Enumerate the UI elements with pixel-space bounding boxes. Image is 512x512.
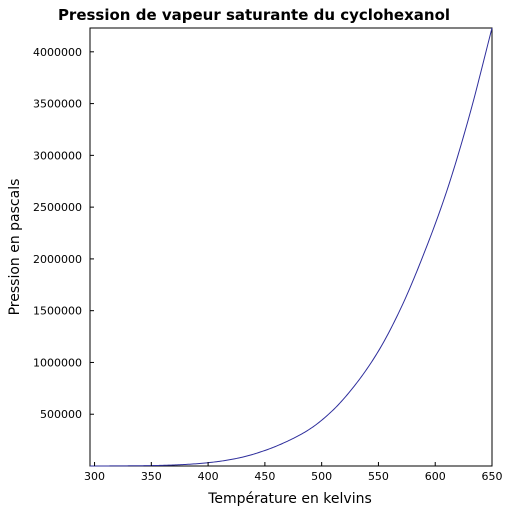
x-axis: 300 350 400 450 500 550 600 650 [84,462,503,483]
x-axis-label: Température en kelvins [207,491,372,507]
plot-frame [89,27,493,467]
y-tick-label: 1500000 [33,305,82,318]
y-tick-label: 500000 [40,408,82,421]
chart-title: Pression de vapeur saturante du cyclohex… [58,6,450,24]
x-tick-label: 650 [482,470,503,483]
y-tick-label: 4000000 [33,46,82,59]
y-tick-label: 3500000 [33,98,82,111]
x-tick-label: 300 [84,470,105,483]
x-tick-label: 400 [198,470,219,483]
x-tick-label: 550 [368,470,389,483]
y-tick-label: 1000000 [33,356,82,369]
series-line [90,27,493,467]
y-tick-label: 2000000 [33,253,82,266]
x-tick-label: 600 [425,470,446,483]
y-axis-label: Pression en pascals [7,179,23,316]
x-tick-label: 450 [254,470,275,483]
y-axis: 500000 1000000 1500000 2000000 2500000 300000… [33,46,94,421]
plot-area [89,27,493,467]
x-tick-label: 500 [311,470,332,483]
y-tick-label: 3000000 [33,149,82,162]
y-tick-label: 2500000 [33,201,82,214]
x-tick-label: 350 [141,470,162,483]
